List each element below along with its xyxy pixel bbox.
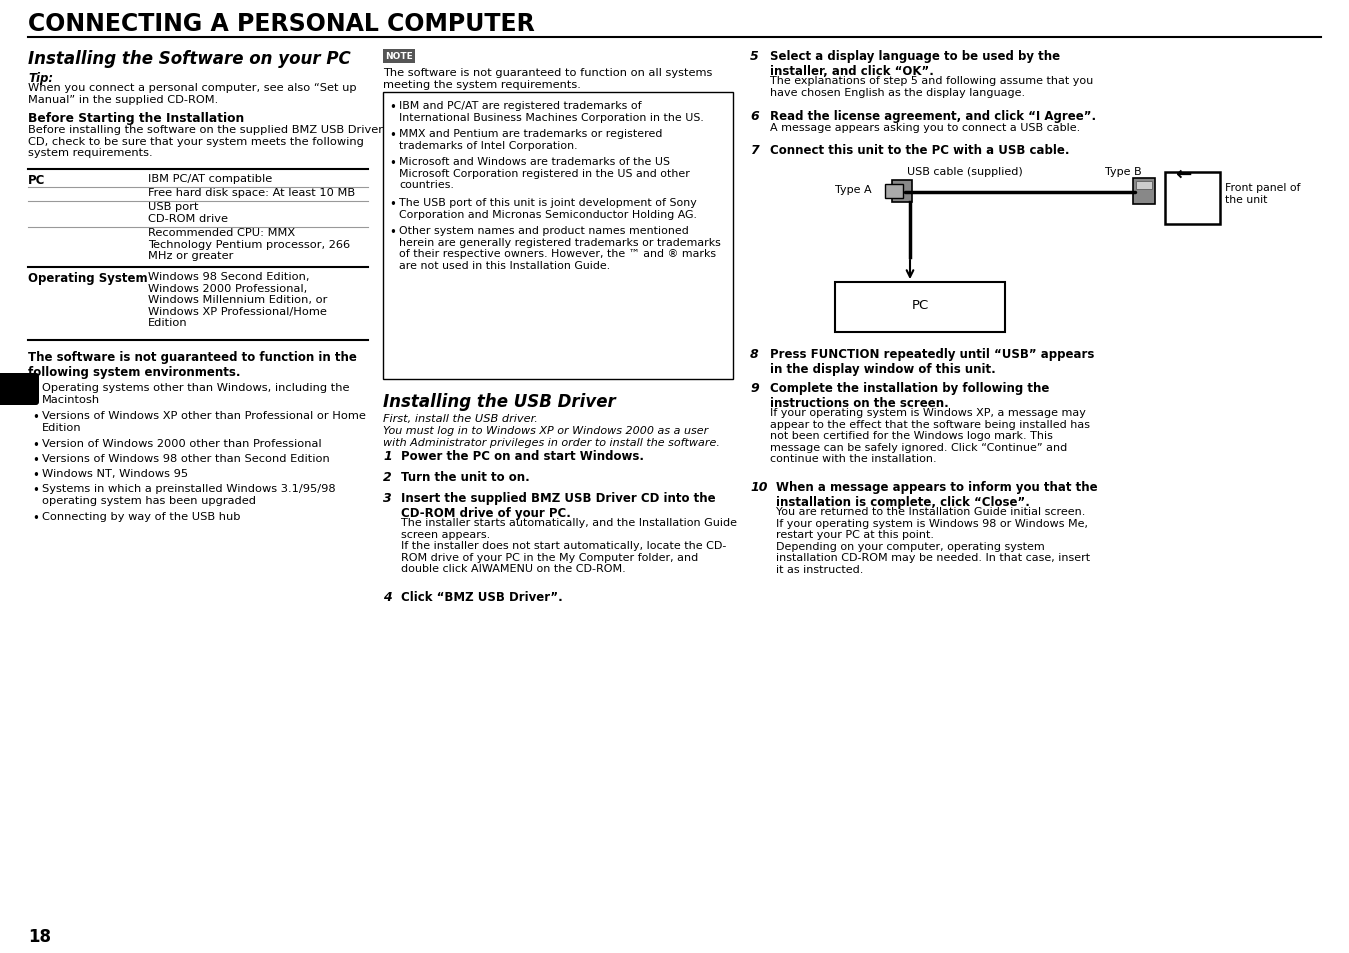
Text: Press FUNCTION repeatedly until “USB” appears
in the display window of this unit: Press FUNCTION repeatedly until “USB” ap… bbox=[770, 348, 1094, 375]
Text: Recommended CPU: MMX
Technology Pentium processor, 266
MHz or greater: Recommended CPU: MMX Technology Pentium … bbox=[148, 228, 351, 261]
Text: Turn the unit to on.: Turn the unit to on. bbox=[401, 471, 530, 483]
Text: 10: 10 bbox=[750, 480, 768, 494]
Text: 7: 7 bbox=[750, 144, 758, 157]
Text: A message appears asking you to connect a USB cable.: A message appears asking you to connect … bbox=[770, 123, 1081, 132]
Text: CONNECTING A PERSONAL COMPUTER: CONNECTING A PERSONAL COMPUTER bbox=[28, 12, 534, 36]
Text: 4: 4 bbox=[383, 590, 391, 603]
Bar bbox=[885, 185, 902, 199]
Text: Microsoft and Windows are trademarks of the US
Microsoft Corporation registered : Microsoft and Windows are trademarks of … bbox=[399, 157, 689, 190]
Text: Select a display language to be used by the
installer, and click “OK”.: Select a display language to be used by … bbox=[770, 50, 1060, 78]
Text: 3: 3 bbox=[383, 492, 391, 504]
Text: •: • bbox=[32, 512, 39, 524]
Text: MMX and Pentium are trademarks or registered
trademarks of Intel Corporation.: MMX and Pentium are trademarks or regist… bbox=[399, 129, 662, 151]
Text: 1: 1 bbox=[383, 450, 391, 462]
Text: If your operating system is Windows XP, a message may
appear to the effect that : If your operating system is Windows XP, … bbox=[770, 408, 1090, 464]
Text: 18: 18 bbox=[28, 927, 51, 945]
Text: NOTE: NOTE bbox=[384, 52, 413, 61]
Text: Version of Windows 2000 other than Professional: Version of Windows 2000 other than Profe… bbox=[42, 438, 321, 449]
Text: Type A: Type A bbox=[835, 185, 871, 194]
Bar bbox=[383, 50, 415, 64]
Text: Before installing the software on the supplied BMZ USB Driver
CD, check to be su: Before installing the software on the su… bbox=[28, 125, 383, 158]
Text: USB cable (supplied): USB cable (supplied) bbox=[907, 167, 1023, 177]
FancyBboxPatch shape bbox=[0, 374, 39, 406]
Text: •: • bbox=[32, 438, 39, 452]
Text: You must log in to Windows XP or Windows 2000 as a user
with Administrator privi: You must log in to Windows XP or Windows… bbox=[383, 426, 720, 447]
Text: IBM PC/AT compatible: IBM PC/AT compatible bbox=[148, 173, 272, 184]
Text: PC: PC bbox=[28, 173, 46, 187]
Text: PC: PC bbox=[912, 298, 928, 312]
Text: When you connect a personal computer, see also “Set up
Manual” in the supplied C: When you connect a personal computer, se… bbox=[28, 83, 356, 105]
Text: Free hard disk space: At least 10 MB: Free hard disk space: At least 10 MB bbox=[148, 188, 355, 198]
Text: •: • bbox=[32, 469, 39, 481]
Text: Versions of Windows XP other than Professional or Home
Edition: Versions of Windows XP other than Profes… bbox=[42, 411, 366, 432]
Text: The software is not guaranteed to function on all systems
meeting the system req: The software is not guaranteed to functi… bbox=[383, 68, 712, 90]
Text: Operating systems other than Windows, including the
Macintosh: Operating systems other than Windows, in… bbox=[42, 382, 349, 404]
Text: Systems in which a preinstalled Windows 3.1/95/98
operating system has been upgr: Systems in which a preinstalled Windows … bbox=[42, 483, 336, 505]
Bar bbox=[835, 283, 1005, 333]
Text: The software is not guaranteed to function in the
following system environments.: The software is not guaranteed to functi… bbox=[28, 351, 357, 378]
Text: •: • bbox=[389, 226, 395, 239]
Bar bbox=[1166, 172, 1219, 225]
Text: Operating System: Operating System bbox=[28, 272, 147, 285]
Text: Installing the Software on your PC: Installing the Software on your PC bbox=[28, 50, 351, 68]
Text: Front panel of
the unit: Front panel of the unit bbox=[1225, 183, 1300, 204]
Text: •: • bbox=[32, 454, 39, 467]
Text: Windows NT, Windows 95: Windows NT, Windows 95 bbox=[42, 469, 188, 478]
Text: 9: 9 bbox=[750, 381, 758, 395]
Bar bbox=[1136, 182, 1152, 190]
Text: •: • bbox=[389, 101, 395, 113]
Text: 6: 6 bbox=[750, 110, 758, 123]
Text: When a message appears to inform you that the
installation is complete, click “C: When a message appears to inform you tha… bbox=[776, 480, 1098, 509]
Text: Windows 98 Second Edition,
Windows 2000 Professional,
Windows Millennium Edition: Windows 98 Second Edition, Windows 2000 … bbox=[148, 272, 328, 328]
Text: Power the PC on and start Windows.: Power the PC on and start Windows. bbox=[401, 450, 643, 462]
Text: •: • bbox=[32, 483, 39, 497]
Text: 8: 8 bbox=[750, 348, 758, 360]
Text: Connecting by way of the USB hub: Connecting by way of the USB hub bbox=[42, 512, 240, 521]
Text: 2: 2 bbox=[383, 471, 391, 483]
Text: Other system names and product names mentioned
herein are generally registered t: Other system names and product names men… bbox=[399, 226, 720, 271]
Text: USB port
CD-ROM drive: USB port CD-ROM drive bbox=[148, 202, 228, 223]
Text: Insert the supplied BMZ USB Driver CD into the
CD-ROM drive of your PC.: Insert the supplied BMZ USB Driver CD in… bbox=[401, 492, 715, 519]
Text: •: • bbox=[389, 157, 395, 170]
Text: Read the license agreement, and click “I Agree”.: Read the license agreement, and click “I… bbox=[770, 110, 1097, 123]
Text: Type B: Type B bbox=[1105, 167, 1141, 177]
Text: 5: 5 bbox=[750, 50, 758, 63]
Text: En: En bbox=[8, 380, 28, 395]
Bar bbox=[892, 181, 912, 203]
Text: The USB port of this unit is joint development of Sony
Corporation and Micronas : The USB port of this unit is joint devel… bbox=[399, 198, 697, 219]
Text: •: • bbox=[389, 129, 395, 142]
Text: Installing the USB Driver: Installing the USB Driver bbox=[383, 393, 615, 411]
Text: Complete the installation by following the
instructions on the screen.: Complete the installation by following t… bbox=[770, 381, 1050, 410]
Text: ←: ← bbox=[1175, 165, 1191, 184]
Text: Click “BMZ USB Driver”.: Click “BMZ USB Driver”. bbox=[401, 590, 563, 603]
Bar bbox=[1133, 179, 1155, 205]
Text: The installer starts automatically, and the Installation Guide
screen appears.
I: The installer starts automatically, and … bbox=[401, 517, 737, 574]
Text: Connect this unit to the PC with a USB cable.: Connect this unit to the PC with a USB c… bbox=[770, 144, 1070, 157]
Text: •: • bbox=[389, 198, 395, 211]
Text: First, install the USB driver.: First, install the USB driver. bbox=[383, 414, 538, 423]
Text: •: • bbox=[32, 411, 39, 423]
Text: IBM and PC/AT are registered trademarks of
International Business Machines Corpo: IBM and PC/AT are registered trademarks … bbox=[399, 101, 704, 123]
Text: Versions of Windows 98 other than Second Edition: Versions of Windows 98 other than Second… bbox=[42, 454, 329, 463]
Text: The explanations of step 5 and following assume that you
have chosen English as : The explanations of step 5 and following… bbox=[770, 76, 1093, 97]
Text: •: • bbox=[32, 382, 39, 395]
Text: Before Starting the Installation: Before Starting the Installation bbox=[28, 112, 244, 125]
Bar bbox=[383, 92, 733, 379]
Text: You are returned to the Installation Guide initial screen.
If your operating sys: You are returned to the Installation Gui… bbox=[776, 506, 1090, 575]
Text: Tip:: Tip: bbox=[28, 71, 53, 85]
